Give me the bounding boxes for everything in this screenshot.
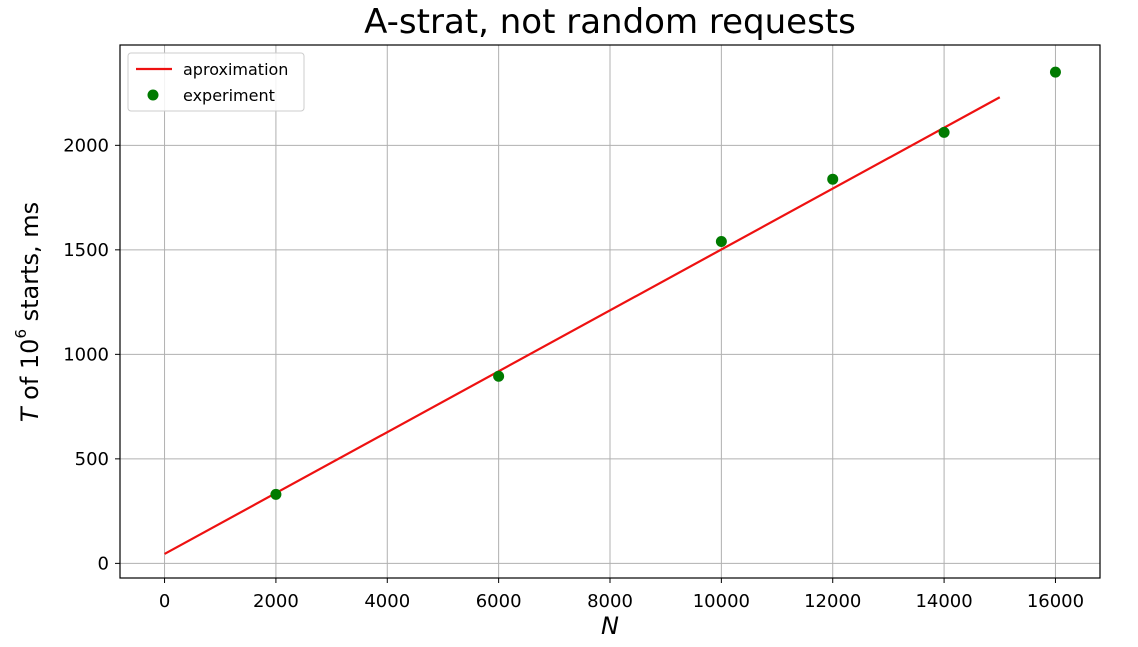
y-tick-label: 2000 bbox=[63, 135, 109, 156]
data-point-experiment bbox=[493, 370, 505, 382]
data-point-experiment bbox=[1049, 66, 1061, 78]
x-tick-label: 0 bbox=[159, 591, 170, 612]
y-tick-label: 1000 bbox=[63, 344, 109, 365]
x-tick-label: 2000 bbox=[253, 591, 299, 612]
series-layer bbox=[164, 66, 1061, 555]
y-axis-label: T of 106 starts, ms bbox=[12, 201, 44, 423]
y-axis-label-var: T bbox=[16, 407, 44, 423]
data-point-experiment bbox=[270, 488, 282, 500]
data-point-experiment bbox=[938, 126, 950, 138]
chart-title: A-strat, not random requests bbox=[364, 2, 856, 42]
legend-label: experiment bbox=[183, 86, 275, 105]
x-tick-label: 14000 bbox=[915, 591, 972, 612]
y-axis-label-prefix: of 10 bbox=[16, 338, 44, 408]
y-tick-label: 1500 bbox=[63, 240, 109, 261]
y-axis-label-exponent: 6 bbox=[12, 329, 30, 339]
y-axis-ticks: 0 500 1000 1500 2000 bbox=[63, 135, 120, 574]
legend-marker-swatch bbox=[147, 89, 159, 101]
y-tick-label: 0 bbox=[98, 553, 109, 574]
y-axis-label-suffix: starts, ms bbox=[16, 201, 44, 330]
x-tick-label: 4000 bbox=[364, 591, 410, 612]
x-axis-ticks: 0 2000 4000 6000 8000 10000 12000 14000 16000 bbox=[159, 578, 1084, 612]
legend-box bbox=[127, 52, 305, 112]
x-tick-label: 10000 bbox=[693, 591, 750, 612]
data-point-experiment bbox=[827, 173, 839, 185]
x-tick-label: 12000 bbox=[804, 591, 861, 612]
y-tick-label: 500 bbox=[75, 449, 109, 470]
legend-label: aproximation bbox=[183, 60, 288, 79]
legend: aproximation experiment bbox=[127, 52, 305, 112]
x-tick-label: 16000 bbox=[1027, 591, 1084, 612]
series-line-aproximation bbox=[164, 96, 1001, 555]
x-axis-label: N bbox=[601, 612, 619, 640]
x-tick-label: 6000 bbox=[476, 591, 522, 612]
data-point-experiment bbox=[715, 235, 727, 247]
x-tick-label: 8000 bbox=[587, 591, 633, 612]
